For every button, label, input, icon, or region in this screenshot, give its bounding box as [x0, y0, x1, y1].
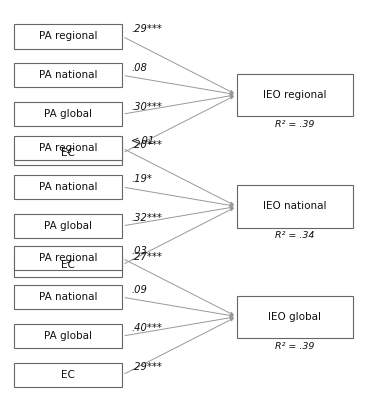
FancyBboxPatch shape — [14, 136, 122, 160]
Text: EC: EC — [61, 148, 75, 158]
Text: IEO national: IEO national — [263, 202, 327, 212]
Text: .30***: .30*** — [131, 102, 162, 112]
Text: EC: EC — [61, 370, 75, 380]
FancyBboxPatch shape — [14, 253, 122, 277]
Text: EC: EC — [61, 260, 75, 270]
Text: R² = .34: R² = .34 — [275, 232, 315, 240]
Text: .20***: .20*** — [131, 140, 162, 150]
Text: IEO global: IEO global — [269, 312, 321, 322]
FancyBboxPatch shape — [237, 74, 353, 116]
Text: .29***: .29*** — [131, 362, 162, 372]
FancyBboxPatch shape — [14, 214, 122, 238]
FancyBboxPatch shape — [14, 246, 122, 270]
FancyBboxPatch shape — [14, 285, 122, 309]
Text: R² = .39: R² = .39 — [275, 120, 315, 129]
Text: PA global: PA global — [44, 109, 92, 119]
Text: R² = .39: R² = .39 — [275, 342, 315, 350]
Text: .08: .08 — [131, 63, 147, 73]
Text: .29***: .29*** — [131, 24, 162, 34]
FancyBboxPatch shape — [14, 102, 122, 126]
Text: PA regional: PA regional — [39, 31, 98, 41]
Text: PA regional: PA regional — [39, 253, 98, 263]
Text: .40***: .40*** — [131, 324, 162, 334]
FancyBboxPatch shape — [14, 175, 122, 199]
Text: .03: .03 — [131, 246, 147, 256]
FancyBboxPatch shape — [14, 363, 122, 387]
FancyBboxPatch shape — [237, 296, 353, 338]
FancyBboxPatch shape — [14, 324, 122, 348]
Text: PA national: PA national — [39, 70, 98, 80]
Text: <.01: <.01 — [131, 136, 156, 146]
Text: .32***: .32*** — [131, 213, 162, 223]
Text: PA global: PA global — [44, 221, 92, 231]
FancyBboxPatch shape — [14, 24, 122, 48]
Text: .27***: .27*** — [131, 252, 162, 262]
Text: PA global: PA global — [44, 331, 92, 341]
Text: .19*: .19* — [131, 174, 152, 184]
Text: PA national: PA national — [39, 182, 98, 192]
FancyBboxPatch shape — [14, 63, 122, 88]
FancyBboxPatch shape — [237, 186, 353, 228]
Text: IEO regional: IEO regional — [263, 90, 327, 100]
Text: .09: .09 — [131, 284, 147, 294]
Text: PA national: PA national — [39, 292, 98, 302]
Text: PA regional: PA regional — [39, 143, 98, 153]
FancyBboxPatch shape — [14, 141, 122, 165]
